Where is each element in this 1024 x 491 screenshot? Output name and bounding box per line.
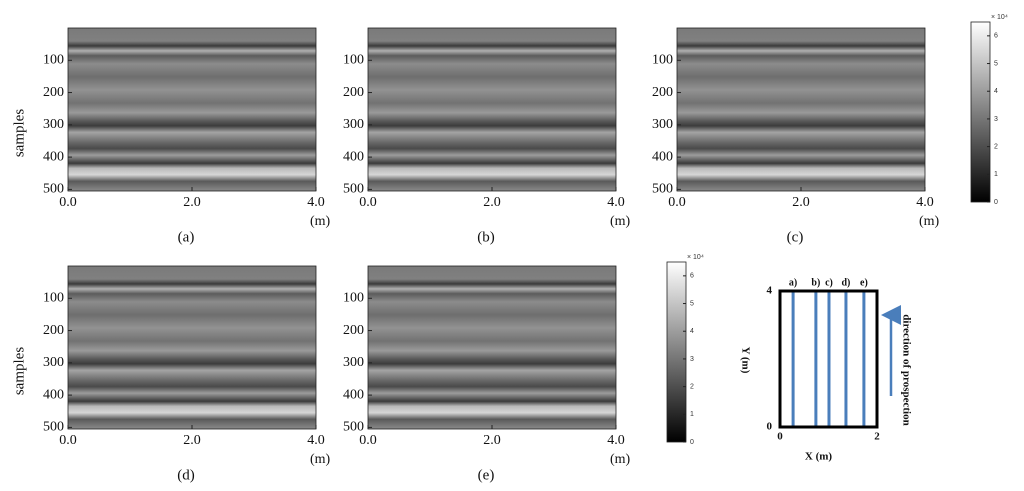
y-tick-label: 400	[652, 149, 673, 164]
colorbar-tick-label: 1	[690, 411, 694, 418]
y-tick-label: 100	[43, 52, 64, 67]
x-tick-label: 0.0	[359, 433, 377, 448]
colorbar-tick-label: 6	[994, 33, 998, 40]
colorbar-tick-label: 1	[994, 171, 998, 178]
x-tick-label: 4.0	[916, 195, 934, 210]
colorbar-tick-label: 0	[690, 439, 694, 446]
panel-caption: (e)	[478, 467, 495, 483]
survey-area	[778, 289, 879, 429]
x-tick-label: 2	[874, 431, 880, 443]
x-tick-label: 4.0	[607, 195, 625, 210]
colorbar-tick-label: 4	[690, 328, 694, 335]
colorbar-tick-label: 2	[690, 383, 694, 390]
y-tick-label: 500	[343, 420, 364, 435]
y-tick-label: 400	[343, 387, 364, 402]
y-tick-label: 500	[43, 182, 64, 197]
y-axis-label: samples	[11, 347, 27, 395]
x-tick-label: 0.0	[668, 195, 686, 210]
y-tick-label: 500	[43, 420, 64, 435]
y-tick-label: 200	[43, 323, 64, 338]
y-tick-label: 400	[43, 149, 64, 164]
colorbar-tick-label: 5	[994, 60, 998, 67]
radargram-image	[68, 266, 316, 429]
y-tick-label: 4	[767, 285, 773, 297]
y-tick-label: 100	[43, 290, 64, 305]
y-tick-label: 100	[343, 52, 364, 67]
x-tick-label: 2.0	[483, 195, 501, 210]
colorbar-tick-label: 3	[994, 116, 998, 123]
y-tick-label: 300	[43, 355, 64, 370]
y-tick-label: 500	[343, 182, 364, 197]
colorbar-tick-label: 5	[690, 300, 694, 307]
x-unit: (m)	[310, 452, 331, 467]
arrow-label: direction of prospection	[900, 314, 912, 425]
y-tick-label: 400	[43, 387, 64, 402]
colorbar-multiplier: × 10⁴	[687, 254, 704, 261]
y-tick-label: 500	[652, 182, 673, 197]
colorbar-tick-label: 0	[994, 199, 998, 206]
radargram-image	[68, 28, 316, 191]
x-tick-label: 4.0	[307, 195, 325, 210]
profile-label: c)	[825, 277, 833, 288]
y-tick-label: 200	[343, 323, 364, 338]
radargram-image	[368, 28, 616, 191]
y-tick-label: 300	[343, 355, 364, 370]
x-unit: (m)	[310, 214, 331, 229]
profile-label: b)	[811, 277, 820, 288]
y-tick-label: 300	[43, 117, 64, 132]
colorbar	[666, 261, 687, 443]
x-tick-label: 2.0	[483, 433, 501, 448]
y-axis-label: Y (m)	[739, 347, 751, 374]
x-tick-label: 4.0	[607, 433, 625, 448]
x-unit: (m)	[610, 452, 631, 467]
panel-caption: (b)	[477, 229, 495, 245]
profile-label: e)	[860, 277, 868, 288]
y-tick-label: 0	[767, 421, 773, 433]
y-tick-label: 200	[43, 85, 64, 100]
colorbar-tick-label: 4	[994, 88, 998, 95]
x-tick-label: 0.0	[359, 195, 377, 210]
y-tick-label: 300	[652, 117, 673, 132]
colorbar	[970, 21, 991, 203]
y-tick-label: 300	[343, 117, 364, 132]
x-tick-label: 0.0	[59, 195, 77, 210]
colorbar-tick-label: 2	[994, 143, 998, 150]
profile-label: d)	[842, 277, 851, 288]
x-tick-label: 4.0	[307, 433, 325, 448]
x-tick-label: 2.0	[183, 433, 201, 448]
y-axis-label: samples	[11, 109, 27, 157]
x-tick-label: 2.0	[183, 195, 201, 210]
panel-caption: (a)	[178, 229, 195, 245]
y-tick-label: 100	[652, 52, 673, 67]
y-tick-label: 200	[343, 85, 364, 100]
x-unit: (m)	[919, 214, 940, 229]
y-tick-label: 400	[343, 149, 364, 164]
x-unit: (m)	[610, 214, 631, 229]
panel-caption: (c)	[787, 229, 804, 245]
colorbar-multiplier: × 10⁴	[991, 14, 1008, 21]
x-tick-label: 0	[777, 431, 783, 443]
radargram-image	[368, 266, 616, 429]
x-axis-label: X (m)	[805, 451, 833, 463]
colorbar-tick-label: 6	[690, 273, 694, 280]
x-tick-label: 2.0	[792, 195, 810, 210]
radargram-image	[677, 28, 925, 191]
y-tick-label: 200	[652, 85, 673, 100]
colorbar-tick-label: 3	[690, 356, 694, 363]
y-tick-label: 100	[343, 290, 364, 305]
profile-label: a)	[789, 277, 797, 288]
x-tick-label: 0.0	[59, 433, 77, 448]
panel-caption: (d)	[177, 467, 195, 483]
